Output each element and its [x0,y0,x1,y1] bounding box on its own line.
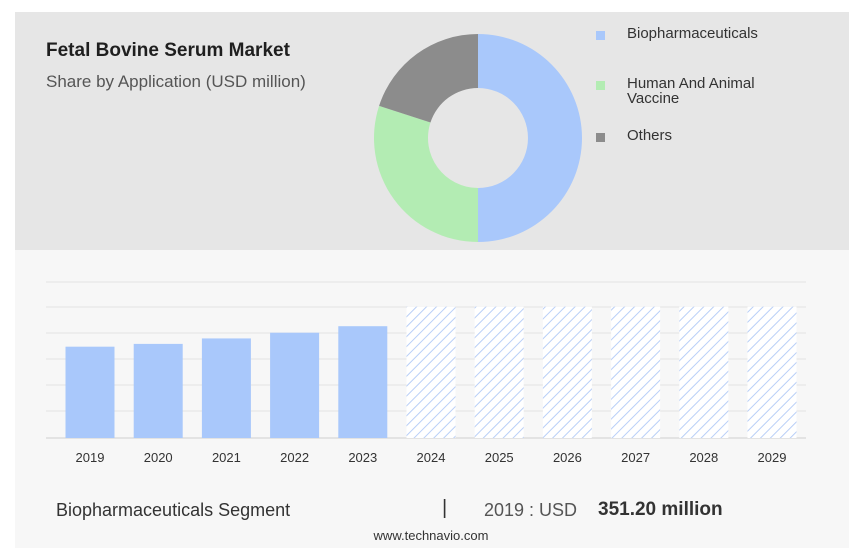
legend-swatch [596,31,605,40]
bar-2020 [133,343,183,438]
footer-separator: | [442,497,448,519]
donut-chart [374,34,582,242]
pie-slice-others [379,34,478,123]
bar-2024 [406,306,456,438]
x-tick-label: 2021 [212,450,241,465]
legend-swatch [596,133,605,142]
bar-chart: 2019 2020 2021 2022 2023 2024 2025 2026 2027 2028… [46,281,806,465]
legend-item-others: Others [596,128,807,143]
x-tick-label: 2025 [485,450,514,465]
bar-2019 [65,346,115,438]
legend-item-human-and-animal-vaccine: Human And Animal Vaccine [596,76,807,106]
x-tick-label: 2023 [348,450,377,465]
x-tick-label: 2022 [280,450,309,465]
bar-2025 [474,306,524,438]
footer-segment: Biopharmaceuticals Segment [56,500,291,520]
bar-2027 [611,306,661,438]
legend-label: Others [627,127,673,144]
pie-slice-biopharmaceuticals [478,34,582,242]
x-tick-label: 2026 [553,450,582,465]
bar-2021 [201,338,251,438]
bar-2026 [542,306,592,438]
legend-item-biopharmaceuticals: Biopharmaceuticals [596,26,807,41]
bar-2022 [270,332,320,438]
legend-label: Biopharmaceuticals [627,25,758,42]
footer-value: 351.20 million [598,499,723,520]
pie-slice-human-and-animal-vaccine [374,105,478,242]
bar-2029 [747,306,797,438]
x-tick-label: 2020 [144,450,173,465]
x-tick-label: 2024 [417,450,446,465]
chart-subtitle: Share by Application (USD million) [46,72,306,91]
footer-year-label: 2019 : USD [484,500,578,520]
x-tick-label: 2029 [758,450,787,465]
chart-title: Fetal Bovine Serum Market [46,40,290,61]
x-tick-label: 2028 [689,450,718,465]
source-url: www.technavio.com [373,528,489,543]
bar-2023 [338,326,388,438]
x-tick-label: 2019 [76,450,105,465]
legend-label: Human And Animal Vaccine [627,75,755,107]
bar-2028 [679,306,729,438]
x-tick-label: 2027 [621,450,650,465]
legend-swatch [596,81,605,90]
